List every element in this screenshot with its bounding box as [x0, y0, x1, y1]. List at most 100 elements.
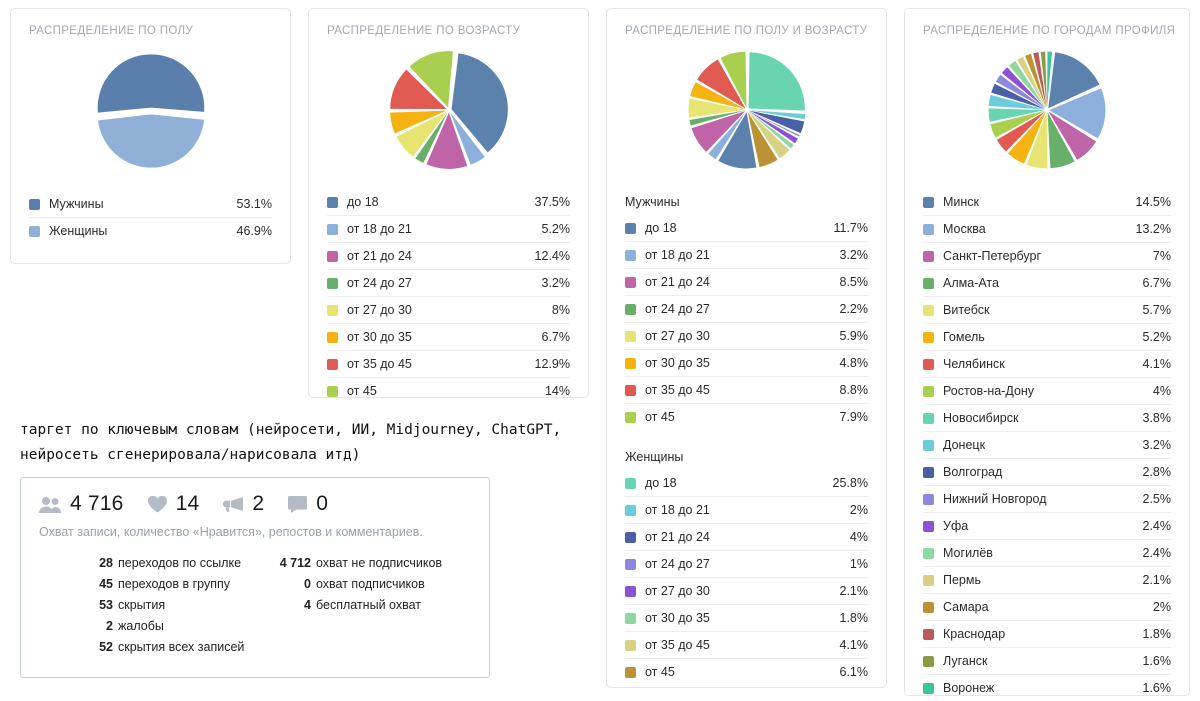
- legend-item-label: Пермь: [943, 573, 981, 587]
- legend-item-value: 4.1%: [1142, 357, 1172, 371]
- legend-item-label: Могилёв: [943, 546, 993, 560]
- legend-color-swatch: [625, 222, 636, 234]
- stat-chip: 2: [223, 492, 264, 516]
- panel-gender-title: Распределение по полу: [29, 25, 194, 37]
- legend-row: Нижний Новгород 2.5%: [923, 485, 1171, 512]
- legend-row: Могилёв 2.4%: [923, 539, 1171, 566]
- legend-item-value: 5.7%: [1142, 303, 1172, 317]
- legend-color-swatch: [923, 628, 934, 640]
- legend-item-label: Москва: [943, 222, 986, 236]
- legend-row: Пермь 2.1%: [923, 566, 1171, 593]
- legend-item-label: Алма-Ата: [943, 276, 999, 290]
- legend-item-value: 2%: [1152, 600, 1171, 614]
- legend-color-swatch: [625, 612, 636, 624]
- legend-color-swatch: [625, 411, 636, 423]
- pie-slice: [1049, 88, 1106, 139]
- stat-line: 4 712 охват не подписчиков: [265, 553, 489, 574]
- legend-item-value: 5.9%: [839, 329, 869, 343]
- legend-item-label: Женщины: [49, 224, 108, 238]
- gender-age-legend: Мужчины до 18 11.7% от 18 до 21 3.2% от 21 д…: [607, 187, 886, 685]
- legend-item-value: 14.5%: [1135, 195, 1171, 209]
- legend-item-value: 1.8%: [839, 611, 869, 625]
- legend-men-rows: до 18 11.7% от 18 до 21 3.2% от 21 до 24 8.5%…: [625, 215, 868, 430]
- pie-slice: [748, 111, 798, 144]
- legend-item-value: 1.8%: [1142, 627, 1172, 641]
- legend-item-value: 6.7%: [541, 330, 571, 344]
- keyword-targeting-caption: таргет по ключевым словам (нейросети, ИИ…: [20, 422, 562, 463]
- legend-row: от 27 до 30 2.1%: [625, 577, 868, 604]
- legend-row: Санкт-Петербург 7%: [923, 242, 1171, 269]
- legend-item-label: от 35 до 45: [645, 638, 710, 652]
- legend-item-label: от 35 до 45: [347, 357, 412, 371]
- legend-row: Мужчины 53.1%: [29, 191, 272, 217]
- legend-row: Уфа 2.4%: [923, 512, 1171, 539]
- pie-slice: [688, 98, 745, 118]
- stat-chip: 14: [147, 492, 200, 516]
- pie-slice: [748, 111, 794, 149]
- legend-item-value: 8%: [551, 303, 570, 317]
- legend-item-value: 53.1%: [236, 197, 272, 211]
- legend-color-swatch: [923, 655, 934, 667]
- legend-item-value: 12.9%: [534, 357, 570, 371]
- pie-slice: [1001, 67, 1046, 109]
- panel-age-title: Распределение по возрасту: [327, 25, 521, 37]
- legend-item-label: от 27 до 30: [347, 303, 412, 317]
- legend-row: от 27 до 30 8%: [327, 296, 570, 323]
- legend-item-label: до 18: [645, 221, 677, 235]
- legend-row: от 35 до 45 12.9%: [327, 350, 570, 377]
- legend-color-swatch: [923, 493, 934, 505]
- stat-line-number: 4 712: [279, 556, 311, 570]
- legend-item-label: Нижний Новгород: [943, 492, 1047, 506]
- legend-row: Воронеж 1.6%: [923, 674, 1171, 701]
- legend-color-swatch: [625, 585, 636, 597]
- legend-item-value: 11.7%: [833, 221, 868, 235]
- legend-row: Гомель 5.2%: [923, 323, 1171, 350]
- stat-line: 2 жалобы: [67, 616, 255, 637]
- stat-line-number: 45: [99, 577, 113, 591]
- pie-slice: [1048, 52, 1100, 109]
- legend-item-label: Волгоград: [943, 465, 1003, 479]
- legend-item-label: от 21 до 24: [645, 275, 710, 289]
- legend-row: от 27 до 30 5.9%: [625, 322, 868, 349]
- legend-item-value: 2.5%: [1142, 492, 1172, 506]
- stats-subtitle: Охват записи, количество «Нравится», реп…: [39, 525, 423, 539]
- legend-color-swatch: [625, 477, 636, 489]
- legend-color-swatch: [923, 547, 934, 559]
- stat-chip-value: 0: [316, 492, 329, 515]
- pie-slice: [1033, 52, 1047, 108]
- legend-item-value: 13.2%: [1135, 222, 1171, 236]
- legend-row: от 35 до 45 4.1%: [625, 631, 868, 658]
- gender-legend: Мужчины 53.1% Женщины 46.9%: [11, 191, 290, 244]
- legend-color-swatch: [923, 250, 934, 262]
- stat-chip-value: 14: [175, 492, 200, 515]
- legend-item-value: 1%: [849, 557, 868, 571]
- legend-item-value: 1.6%: [1142, 681, 1172, 695]
- stat-line-label: переходов в группу: [118, 577, 231, 591]
- panel-gender-distribution: Распределение по полу Мужчины 53.1% Женщин…: [10, 8, 291, 264]
- legend-item-value: 5.2%: [541, 222, 571, 236]
- pie-slice: [1048, 111, 1097, 160]
- legend-row: от 24 до 27 2.2%: [625, 295, 868, 322]
- legend-color-swatch: [327, 358, 338, 370]
- stats-column-right: 4 712 охват не подписчиков 0 охват подписчи…: [255, 553, 489, 658]
- comment-icon: [288, 495, 308, 513]
- pie-slice: [988, 108, 1045, 122]
- legend-item-label: Донецк: [943, 438, 986, 452]
- legend-row: Волгоград 2.8%: [923, 458, 1171, 485]
- cities-pie-chart: [988, 51, 1106, 169]
- pie-slice: [1025, 53, 1047, 108]
- legend-item-label: от 21 до 24: [645, 530, 710, 544]
- legend-color-swatch: [327, 223, 338, 235]
- legend-row: от 45 7.9%: [625, 403, 868, 430]
- pie-slice: [748, 110, 805, 120]
- legend-row: Новосибирск 3.8%: [923, 404, 1171, 431]
- legend-row: Алма-Ата 6.7%: [923, 269, 1171, 296]
- pie-slice: [425, 112, 467, 169]
- pie-slice: [449, 112, 485, 165]
- pie-slice: [748, 52, 805, 111]
- stat-chip-value: 2: [252, 492, 265, 515]
- cities-pie-wrap: [905, 39, 1189, 181]
- stat-chip-value: 4 716: [70, 492, 124, 515]
- stat-line-label: переходов по ссылке: [118, 556, 242, 570]
- pie-slice: [395, 111, 447, 157]
